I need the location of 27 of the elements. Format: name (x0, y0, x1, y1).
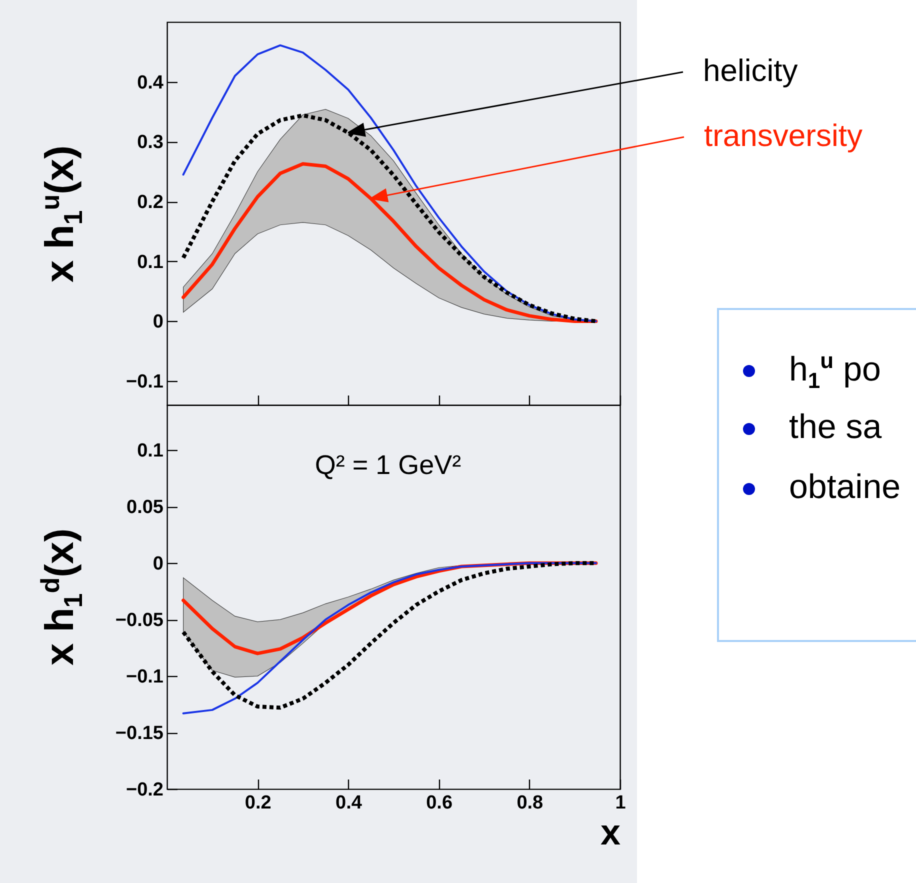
line-series (182, 44, 597, 322)
annotation: Q² = 1 GeV² (314, 450, 461, 480)
y-tick-label: −0.2 (126, 779, 164, 800)
x-tick-label: 0.8 (516, 792, 543, 814)
y-tick-label: 0.05 (126, 496, 164, 518)
x-tick-label: 0.4 (335, 792, 362, 814)
y-tick-label: −0.1 (126, 371, 164, 392)
x-axis-title: x (600, 811, 620, 852)
y-tick-label: 0 (152, 553, 164, 574)
x-tick-label: 0.2 (244, 792, 271, 814)
y-tick-label: 0.1 (136, 252, 164, 273)
y-tick-label: 0 (152, 311, 164, 332)
x-tick-label: 1 (614, 792, 626, 814)
y-tick-label: −0.15 (115, 722, 164, 744)
y-tick-label: 0.4 (136, 72, 164, 94)
y-tick-label: −0.1 (126, 666, 164, 688)
y-tick-label: −0.05 (115, 610, 164, 631)
x-tick-label: 0.6 (426, 792, 452, 814)
line-series (181, 162, 598, 323)
y-tick-label: 0.1 (136, 440, 164, 462)
text: transversity (704, 118, 863, 153)
y-tick-label: 0.2 (136, 192, 164, 213)
text: h$_{1}$$^{u}$ po (788, 348, 881, 394)
text: obtaine (788, 468, 901, 507)
text: helicity (702, 52, 798, 88)
text: the sa (788, 408, 882, 447)
y-tick-label: 0.3 (136, 132, 164, 153)
